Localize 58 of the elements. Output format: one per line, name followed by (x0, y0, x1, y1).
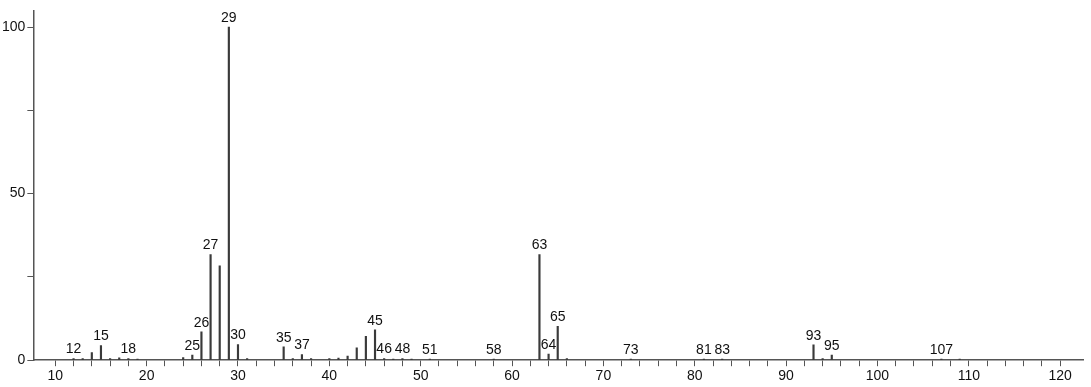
annotation: 45 (367, 311, 384, 328)
bar (547, 353, 550, 361)
bar (282, 346, 285, 361)
bar (227, 26, 230, 361)
x-tick-label: 40 (321, 367, 338, 384)
x-tick-label: 80 (686, 367, 703, 384)
bar (337, 357, 340, 361)
bar (90, 352, 93, 361)
x-tick-label: 100 (865, 367, 890, 384)
x-tick-label: 60 (504, 367, 521, 384)
bar (373, 329, 377, 361)
annotation: 30 (230, 326, 246, 343)
x-tick-label: 70 (595, 367, 612, 384)
x-tick-label: 30 (230, 367, 246, 384)
y-tick-label: 100 (2, 17, 26, 34)
annotation: 73 (623, 341, 639, 358)
annotation: 64 (540, 336, 557, 353)
x-tick-label: 10 (47, 367, 64, 384)
y-tick-label: 0 (17, 351, 26, 368)
x-tick-label: 90 (778, 367, 795, 384)
x-tick-label: 20 (138, 367, 155, 384)
bar (556, 325, 559, 361)
annotation: 93 (805, 326, 822, 343)
annotation: 95 (823, 337, 840, 354)
annotation: 81 (696, 341, 712, 358)
annotation: 15 (93, 327, 109, 344)
annotation: 83 (714, 341, 731, 358)
bar (200, 331, 203, 361)
annotation: 27 (202, 236, 219, 253)
annotation: 51 (422, 341, 438, 358)
bar (300, 354, 304, 361)
annotation: 25 (184, 337, 201, 354)
bar (236, 344, 240, 361)
annotation: 46 (376, 340, 393, 357)
annotation: 29 (221, 8, 237, 25)
bar (812, 344, 815, 361)
annotation: 12 (65, 340, 82, 357)
annotation: 26 (193, 313, 210, 330)
bar (99, 345, 103, 361)
annotation: 65 (549, 308, 566, 325)
bar (182, 357, 185, 361)
annotation: 35 (275, 328, 292, 345)
annotation: 107 (929, 341, 954, 358)
x-tick-label: 120 (1048, 367, 1073, 384)
annotation: 58 (485, 341, 502, 358)
bar (364, 335, 367, 361)
bar (830, 354, 833, 361)
bar (538, 254, 541, 361)
annotation: 37 (294, 336, 310, 353)
annotation: 48 (394, 340, 411, 357)
bar (191, 354, 194, 361)
bar (218, 265, 221, 361)
annotation: 63 (531, 236, 548, 253)
x-tick-label: 50 (412, 367, 429, 384)
annotation: 18 (120, 340, 137, 357)
bar (209, 254, 212, 361)
x-tick-label: 110 (957, 367, 981, 384)
y-tick-label: 50 (9, 184, 26, 201)
